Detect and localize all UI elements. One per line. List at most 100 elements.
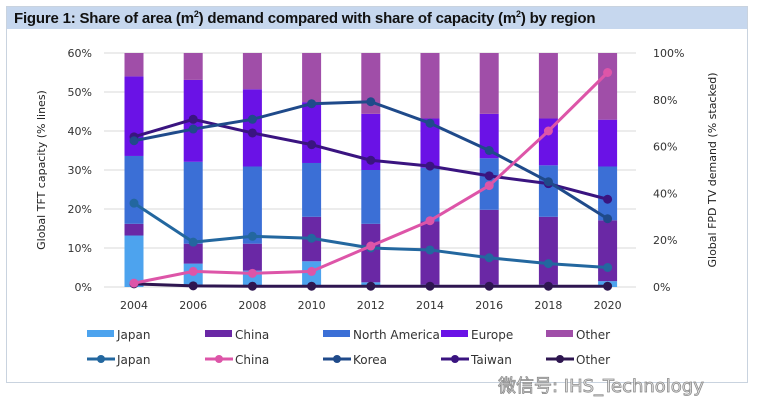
point-japan-2020 <box>603 263 613 272</box>
right-tick-label: 20% <box>653 234 677 247</box>
x-tick-label: 2008 <box>238 299 266 312</box>
point-japan-2008 <box>247 231 257 241</box>
x-tick-label: 2004 <box>120 299 148 312</box>
legend-label: Other <box>576 353 610 367</box>
bar-other-2020 <box>598 53 618 120</box>
bar-japan-2008 <box>242 270 262 287</box>
legend-item-line-taiwan: Taiwan <box>441 353 512 367</box>
point-china-2010 <box>307 266 317 276</box>
point-korea-2004 <box>129 136 139 146</box>
bar-other-2012 <box>361 53 381 114</box>
bar-north-america-2010 <box>302 162 322 217</box>
left-tick-label: 20% <box>68 203 92 216</box>
legend-item-bar-other: Other <box>546 328 610 342</box>
point-china-2014 <box>425 216 435 226</box>
bar-europe-2014 <box>420 118 440 168</box>
legend-label: Taiwan <box>470 353 512 367</box>
x-tick-label: 2010 <box>298 299 326 312</box>
bar-europe-2010 <box>302 102 322 163</box>
bar-other-2004 <box>124 53 144 77</box>
bar-china-2020 <box>598 220 618 282</box>
point-japan-2014 <box>425 245 435 255</box>
point-japan-2016 <box>484 253 494 263</box>
bar-series <box>124 53 618 287</box>
x-tick-label: 2014 <box>416 299 444 312</box>
bar-china-2016 <box>479 209 499 285</box>
legend-point-marker <box>97 355 105 363</box>
point-other-2010 <box>307 281 317 291</box>
point-japan-2018 <box>543 259 553 269</box>
legend-swatch <box>87 330 114 337</box>
point-other-2016 <box>484 281 494 291</box>
left-tick-label: 40% <box>68 125 92 138</box>
bar-europe-2018 <box>538 118 558 166</box>
point-japan-2010 <box>307 233 317 243</box>
legend-point-marker <box>451 355 459 363</box>
bar-other-2018 <box>538 53 558 119</box>
left-tick-label: 60% <box>68 47 92 60</box>
point-other-2006 <box>188 281 198 291</box>
legend-point-marker <box>556 355 564 363</box>
point-china-2018 <box>543 126 553 136</box>
bar-north-america-2018 <box>538 165 558 217</box>
point-korea-2010 <box>307 99 317 109</box>
left-tick-label: 0% <box>75 281 92 294</box>
figure-title: Figure 1: Share of area (m2) demand comp… <box>14 9 596 27</box>
point-taiwan-2006 <box>188 114 198 124</box>
point-other-2020 <box>603 281 613 291</box>
left-tick-label: 30% <box>68 164 92 177</box>
legend-item-line-china: China <box>205 353 269 367</box>
left-axis-title: Global TFT capacity (% lines) <box>35 90 48 250</box>
right-tick-label: 40% <box>653 187 677 200</box>
point-korea-2014 <box>425 118 435 128</box>
right-tick-label: 80% <box>653 94 677 107</box>
legend-label: Europe <box>471 328 513 342</box>
bar-other-2008 <box>242 53 262 90</box>
point-taiwan-2010 <box>307 140 317 150</box>
point-korea-2018 <box>543 177 553 187</box>
bar-europe-2020 <box>598 119 618 167</box>
left-axis-ticks: 0% 10% 20% 30% 40% 50% 60% <box>68 47 92 294</box>
left-tick-label: 50% <box>68 86 92 99</box>
point-other-2018 <box>543 281 553 291</box>
legend-label: North America <box>353 328 440 342</box>
bar-other-2010 <box>302 53 322 103</box>
legend-swatch <box>205 330 232 337</box>
watermark: 微信号: IHS_Technology <box>498 376 705 398</box>
legend-item-bar-china: China <box>205 328 269 342</box>
x-tick-label: 2020 <box>594 299 622 312</box>
point-china-2006 <box>188 266 198 276</box>
bar-china-2004 <box>124 223 144 236</box>
legend-swatch <box>323 330 350 337</box>
right-tick-label: 0% <box>653 281 670 294</box>
x-tick-label: 2006 <box>179 299 207 312</box>
legend-item-line-korea: Korea <box>323 353 387 367</box>
left-tick-label: 10% <box>68 242 92 255</box>
legend-item-bar-japan: Japan <box>87 328 150 342</box>
bar-china-2018 <box>538 216 558 285</box>
line-series <box>129 68 613 291</box>
legend-item-bar-north-america: North America <box>323 328 440 342</box>
x-tick-label: 2016 <box>475 299 503 312</box>
x-tick-label: 2018 <box>534 299 562 312</box>
bar-europe-2008 <box>242 89 262 167</box>
legend-item-bar-europe: Europe <box>441 328 513 342</box>
point-korea-2006 <box>188 124 198 134</box>
point-korea-2008 <box>247 114 257 124</box>
legend-swatch <box>441 330 468 337</box>
point-korea-2016 <box>484 146 494 155</box>
legend-label: Japan <box>116 328 150 342</box>
legend-label: China <box>235 328 269 342</box>
legend-label: China <box>235 353 269 367</box>
bar-china-2006 <box>183 243 203 264</box>
bar-north-america-2012 <box>361 170 381 224</box>
x-tick-label: 2012 <box>357 299 385 312</box>
x-axis-ticks: 2004 2006 2008 2010 2012 2014 2016 2018 2020 <box>120 299 622 312</box>
bar-north-america-2020 <box>598 166 618 221</box>
point-korea-2020 <box>603 214 613 224</box>
point-japan-2006 <box>188 237 198 247</box>
point-taiwan-2014 <box>425 161 435 171</box>
legend-point-marker <box>215 355 223 363</box>
point-taiwan-2016 <box>484 171 494 181</box>
legend-swatch <box>546 330 573 337</box>
